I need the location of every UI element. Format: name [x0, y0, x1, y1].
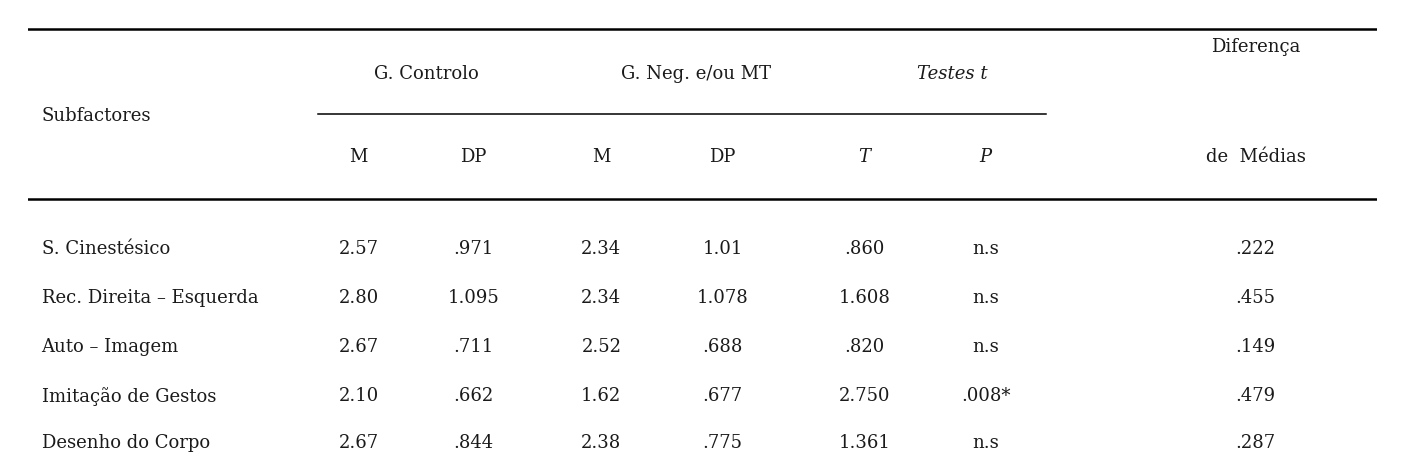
- Text: de  Médias: de Médias: [1205, 148, 1305, 166]
- Text: n.s: n.s: [972, 434, 999, 452]
- Text: 2.52: 2.52: [582, 338, 621, 356]
- Text: .775: .775: [702, 434, 743, 452]
- Text: Desenho do Corpo: Desenho do Corpo: [42, 434, 209, 452]
- Text: .844: .844: [454, 434, 493, 452]
- Text: 1.608: 1.608: [839, 289, 891, 307]
- Text: DP: DP: [459, 148, 486, 166]
- Text: Diferença: Diferença: [1211, 38, 1300, 56]
- Text: M: M: [350, 148, 368, 166]
- Text: DP: DP: [710, 148, 736, 166]
- Text: 2.38: 2.38: [582, 434, 621, 452]
- Text: .455: .455: [1235, 289, 1276, 307]
- Text: T: T: [858, 148, 870, 166]
- Text: 1.095: 1.095: [447, 289, 499, 307]
- Text: 1.361: 1.361: [839, 434, 891, 452]
- Text: n.s: n.s: [972, 338, 999, 356]
- Text: Subfactores: Subfactores: [42, 107, 152, 124]
- Text: S. Cinestésico: S. Cinestésico: [42, 240, 170, 258]
- Text: .677: .677: [702, 387, 743, 405]
- Text: .662: .662: [452, 387, 493, 405]
- Text: 2.34: 2.34: [582, 240, 621, 258]
- Text: M: M: [592, 148, 611, 166]
- Text: 2.57: 2.57: [339, 240, 378, 258]
- Text: Rec. Direita – Esquerda: Rec. Direita – Esquerda: [42, 289, 259, 307]
- Text: Imitação de Gestos: Imitação de Gestos: [42, 387, 216, 406]
- Text: .688: .688: [702, 338, 743, 356]
- Text: n.s: n.s: [972, 240, 999, 258]
- Text: .222: .222: [1235, 240, 1276, 258]
- Text: .479: .479: [1235, 387, 1276, 405]
- Text: 1.01: 1.01: [702, 240, 743, 258]
- Text: 2.67: 2.67: [339, 338, 378, 356]
- Text: 2.80: 2.80: [339, 289, 379, 307]
- Text: Testes t: Testes t: [916, 65, 988, 83]
- Text: .820: .820: [844, 338, 885, 356]
- Text: Auto – Imagem: Auto – Imagem: [42, 338, 178, 356]
- Text: .711: .711: [452, 338, 493, 356]
- Text: .008*: .008*: [961, 387, 1010, 405]
- Text: .971: .971: [452, 240, 493, 258]
- Text: 1.078: 1.078: [697, 289, 749, 307]
- Text: G. Neg. e/ou MT: G. Neg. e/ou MT: [621, 65, 771, 83]
- Text: 2.67: 2.67: [339, 434, 378, 452]
- Text: 2.10: 2.10: [339, 387, 379, 405]
- Text: 1.62: 1.62: [582, 387, 621, 405]
- Text: .149: .149: [1235, 338, 1276, 356]
- Text: G. Controlo: G. Controlo: [374, 65, 478, 83]
- Text: 2.34: 2.34: [582, 289, 621, 307]
- Text: 2.750: 2.750: [839, 387, 891, 405]
- Text: P: P: [979, 148, 992, 166]
- Text: .860: .860: [844, 240, 885, 258]
- Text: n.s: n.s: [972, 289, 999, 307]
- Text: .287: .287: [1235, 434, 1276, 452]
